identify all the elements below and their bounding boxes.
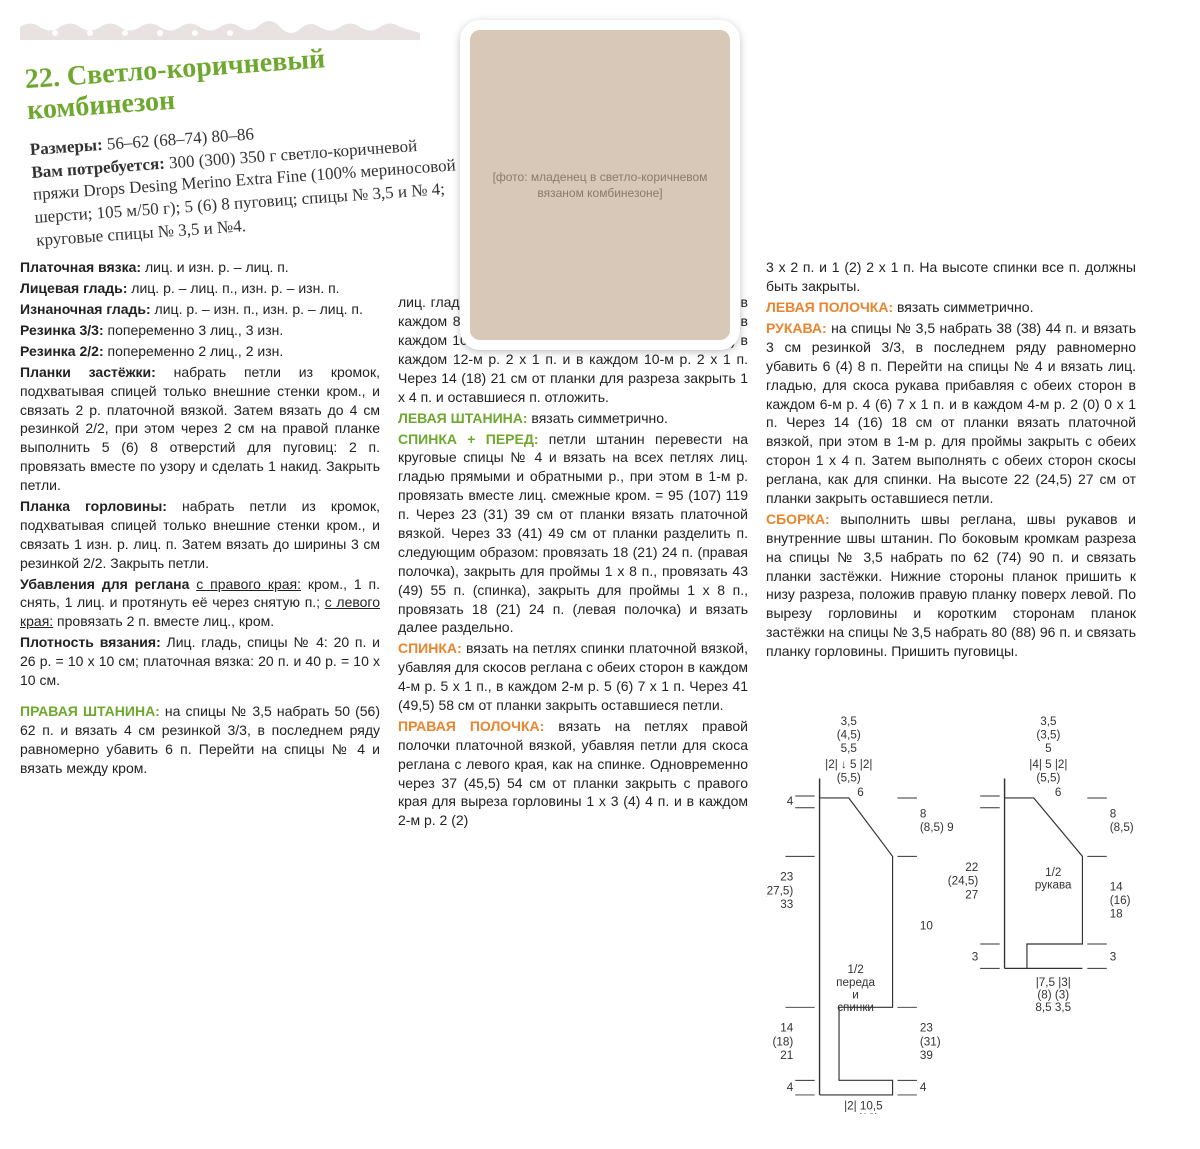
- svg-text:8,5 3,5: 8,5 3,5: [1035, 1001, 1071, 1014]
- svg-text:|4| 5 |2|: |4| 5 |2|: [1029, 758, 1067, 771]
- h-rezinka22: Резинка 2/2:: [20, 343, 104, 359]
- svg-text:|2| ↓ 5 |2|: |2| ↓ 5 |2|: [825, 758, 872, 771]
- h-planka-gorl: Планка горловины:: [20, 498, 167, 514]
- p-col3-1: 3 х 2 п. и 1 (2) 2 х 1 п. На высоте спин…: [766, 258, 1136, 296]
- svg-text:(4,5): (4,5): [837, 729, 861, 742]
- svg-text:21: 21: [780, 1049, 793, 1062]
- h-pravaya-shtanina: ПРАВАЯ ШТАНИНА:: [20, 703, 160, 719]
- text-columns: Платочная вязка: лиц. и изн. р. – лиц. п…: [20, 258, 1180, 1119]
- svg-text:(31): (31): [920, 1035, 941, 1048]
- svg-text:спинки: спинки: [837, 1001, 874, 1014]
- svg-text:(5,5): (5,5): [837, 771, 861, 784]
- svg-text:14: 14: [1110, 880, 1123, 893]
- svg-text:6: 6: [857, 786, 864, 799]
- svg-text:10: 10: [920, 919, 933, 932]
- svg-text:18: 18: [1110, 908, 1123, 921]
- svg-text:27: 27: [965, 888, 978, 901]
- photo-caption: [фото: младенец в светло-коричневом вяза…: [478, 169, 722, 201]
- svg-text:1/2: 1/2: [847, 963, 863, 976]
- baby-photo: [фото: младенец в светло-коричневом вяза…: [460, 20, 740, 350]
- h-planki: Планки застёжки:: [20, 364, 156, 380]
- h-spinka-pered: СПИНКА + ПЕРЕД:: [398, 431, 539, 447]
- sizes-label: Размеры:: [29, 135, 103, 159]
- intro-text: Размеры: 56–62 (68–74) 80–86 Вам потребу…: [29, 109, 466, 253]
- svg-text:(8) (3): (8) (3): [1037, 989, 1069, 1002]
- svg-text:4: 4: [920, 1081, 927, 1094]
- svg-text:переда: переда: [836, 976, 875, 989]
- svg-text:23: 23: [780, 871, 793, 884]
- svg-text:|7,5 |3|: |7,5 |3|: [1036, 976, 1071, 989]
- column-1: Платочная вязка: лиц. и изн. р. – лиц. п…: [20, 258, 380, 1119]
- svg-text:5: 5: [1045, 742, 1052, 755]
- svg-text:14: 14: [780, 1022, 793, 1035]
- svg-text:и: и: [852, 989, 859, 1002]
- h-spinka: СПИНКА:: [398, 640, 462, 656]
- svg-text:(24,5): (24,5): [948, 875, 979, 888]
- svg-text:3,5: 3,5: [841, 715, 857, 728]
- svg-text:(16): (16): [1110, 894, 1131, 907]
- torn-paper-edge: [20, 15, 420, 40]
- svg-text:8: 8: [1110, 807, 1117, 820]
- h-rezinka33: Резинка 3/3:: [20, 322, 104, 338]
- svg-text:4: 4: [787, 795, 794, 808]
- svg-text:5,5: 5,5: [841, 742, 857, 755]
- svg-text:1/2: 1/2: [1045, 866, 1061, 879]
- svg-text:33: 33: [780, 898, 793, 911]
- svg-text:|2| 10,5: |2| 10,5: [844, 1100, 883, 1113]
- h-litsevayglad: Лицевая гладь:: [20, 280, 127, 296]
- svg-text:(12): (12): [858, 1112, 879, 1114]
- svg-text:(3,5): (3,5): [1036, 729, 1060, 742]
- svg-text:3,5: 3,5: [1040, 715, 1056, 728]
- h-plotnost: Плотность вязания:: [20, 634, 161, 650]
- h-rukava: РУКАВА:: [766, 320, 827, 336]
- column-2: лиц. гладью, для скосов прибавляя с обеи…: [398, 258, 748, 1119]
- h-ubavleniya: Убавления для реглана: [20, 576, 189, 592]
- h-levaya-polochka: ЛЕВАЯ ПОЛОЧКА:: [766, 299, 893, 315]
- svg-text:(5,5): (5,5): [1036, 771, 1060, 784]
- svg-text:8: 8: [920, 807, 927, 820]
- schematic-diagram: 3,5 (4,5) 5,5 |2| ↓ 5 |2| (5,5) 6 4 23 (…: [766, 686, 1136, 1119]
- svg-text:23: 23: [920, 1022, 933, 1035]
- column-3: 3 х 2 п. и 1 (2) 2 х 1 п. На высоте спин…: [766, 258, 1136, 1119]
- h-iznanochnaya: Изнаночная гладь:: [20, 301, 151, 317]
- svg-text:рукава: рукава: [1035, 879, 1072, 892]
- h-levaya-shtanina: ЛЕВАЯ ШТАНИНА:: [398, 410, 528, 426]
- svg-text:39: 39: [920, 1049, 933, 1062]
- svg-text:3: 3: [972, 951, 979, 964]
- h-pravaya-polochka: ПРАВАЯ ПОЛОЧКА:: [398, 718, 544, 734]
- svg-text:(27,5): (27,5): [766, 884, 793, 897]
- svg-text:(8,5) 9: (8,5) 9: [1110, 821, 1136, 834]
- h-platochnaya: Платочная вязка:: [20, 259, 141, 275]
- title-block: 22. Светло-коричневый комбинезон Размеры…: [24, 35, 466, 253]
- body-schematic: 3,5 (4,5) 5,5 |2| ↓ 5 |2| (5,5) 6 4 23 (…: [766, 715, 954, 1114]
- h-sborka: СБОРКА:: [766, 511, 830, 527]
- svg-text:4: 4: [787, 1081, 794, 1094]
- svg-text:(18): (18): [773, 1035, 794, 1048]
- sleeve-schematic: 3,5 (3,5) 5 |4| 5 |2| (5,5) 6 22 (24,5) …: [948, 715, 1136, 1014]
- svg-text:22: 22: [965, 861, 978, 874]
- svg-text:(8,5) 9: (8,5) 9: [920, 821, 954, 834]
- svg-text:6: 6: [1055, 786, 1062, 799]
- svg-text:3: 3: [1110, 951, 1117, 964]
